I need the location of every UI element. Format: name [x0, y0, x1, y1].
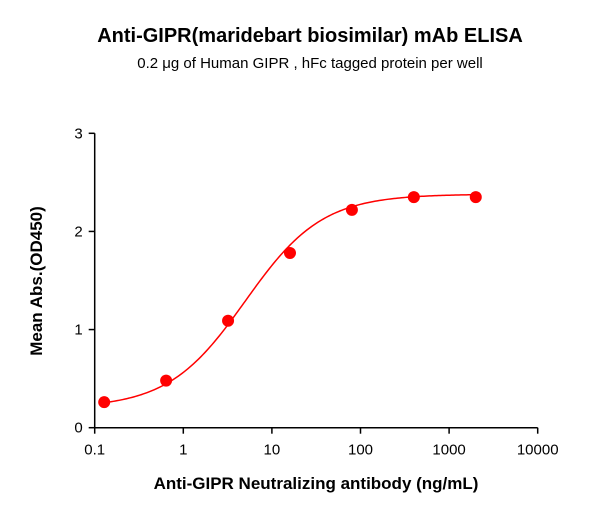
- x-tick-label: 10000: [517, 442, 559, 459]
- x-tick-label: 10: [264, 442, 281, 459]
- data-point: [469, 191, 482, 204]
- data-point: [407, 191, 420, 204]
- y-tick-label: 1: [74, 322, 82, 339]
- chart-title: Anti-GIPR(maridebart biosimilar) mAb ELI…: [97, 25, 523, 47]
- x-tick-label: 1: [179, 442, 187, 459]
- y-tick-label: 3: [74, 125, 82, 142]
- data-point: [98, 396, 111, 409]
- data-point: [345, 203, 358, 216]
- data-point: [160, 374, 173, 387]
- y-tick-label: 2: [74, 223, 82, 240]
- y-axis-label: Mean Abs.(OD450): [27, 206, 46, 356]
- x-axis-label: Anti-GIPR Neutralizing antibody (ng/mL): [154, 474, 479, 493]
- x-tick-label: 0.1: [84, 442, 105, 459]
- x-tick-label: 100: [348, 442, 373, 459]
- chart-subtitle: 0.2 μg of Human GIPR , hFc tagged protei…: [137, 55, 482, 72]
- x-tick-label: 1000: [432, 442, 465, 459]
- fit-curve: [104, 193, 476, 404]
- y-tick-label: 0: [74, 420, 82, 437]
- data-point: [283, 247, 296, 260]
- data-point: [222, 314, 235, 327]
